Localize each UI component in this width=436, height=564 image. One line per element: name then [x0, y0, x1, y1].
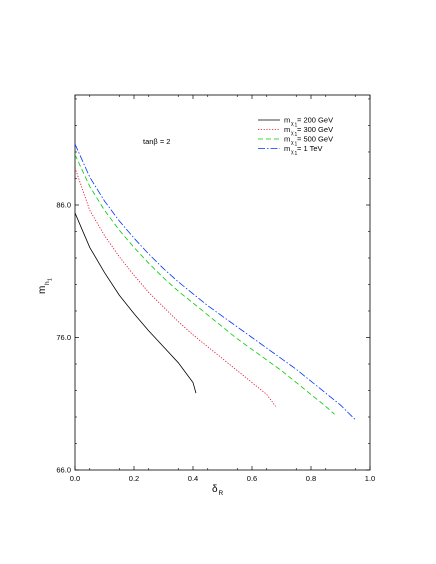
- series-line-4: [74, 143, 356, 420]
- legend-label-main: m: [284, 116, 290, 125]
- x-axis-ticks: 0.0 0.2 0.4 0.6 0.8 1.0: [70, 95, 375, 483]
- legend-label-subsub: 1: [295, 142, 298, 148]
- series-line-1: [74, 212, 197, 394]
- legend-label-subsub: 1: [295, 123, 298, 129]
- legend-label-sub: χ: [291, 131, 294, 137]
- legend-label-value: = 1 TeV: [297, 144, 323, 153]
- legend-label-main: m: [284, 144, 290, 153]
- x-tick-label: 0.2: [129, 474, 139, 483]
- y-tick-label: 66.0: [56, 466, 71, 475]
- x-axis-label-main: δ: [212, 484, 218, 495]
- x-axis-label-sub: R: [219, 490, 224, 497]
- series-line-2: [74, 167, 276, 407]
- legend-label-sub: χ: [291, 140, 294, 146]
- legend-label-sub: χ: [291, 150, 294, 156]
- legend-label-subsub: 1: [295, 151, 298, 157]
- series-line-3: [74, 154, 335, 415]
- x-tick-label: 1.0: [365, 474, 375, 483]
- legend-label-value: = 500 GeV: [297, 135, 333, 144]
- series-lines: [74, 143, 356, 420]
- x-tick-label: 0.8: [306, 474, 316, 483]
- legend-label-sub: χ: [291, 121, 294, 127]
- legend-label-subsub: 1: [295, 132, 298, 138]
- plot-frame: [74, 94, 371, 471]
- x-axis-label: δ R: [212, 484, 224, 497]
- legend-label-main: m: [284, 135, 290, 144]
- legend-label-value: = 200 GeV: [297, 116, 333, 125]
- annotation-tanbeta: tanβ = 2: [143, 137, 170, 146]
- legend-label-main: m: [284, 125, 290, 134]
- y-tick-label: 76.0: [56, 333, 71, 342]
- legend-label-value: = 300 GeV: [297, 125, 333, 134]
- x-tick-label: 0.0: [70, 474, 80, 483]
- y-axis-label-sub: h: [44, 281, 51, 285]
- y-axis-label: m h 1: [37, 278, 54, 294]
- y-tick-label: 86.0: [56, 200, 71, 209]
- x-tick-label: 0.4: [188, 474, 198, 483]
- y-axis-ticks: 66.0 76.0 86.0: [56, 98, 370, 475]
- y-axis-label-main: m: [37, 286, 48, 294]
- x-tick-label: 0.6: [247, 474, 257, 483]
- y-axis-label-subsub: 1: [48, 278, 54, 281]
